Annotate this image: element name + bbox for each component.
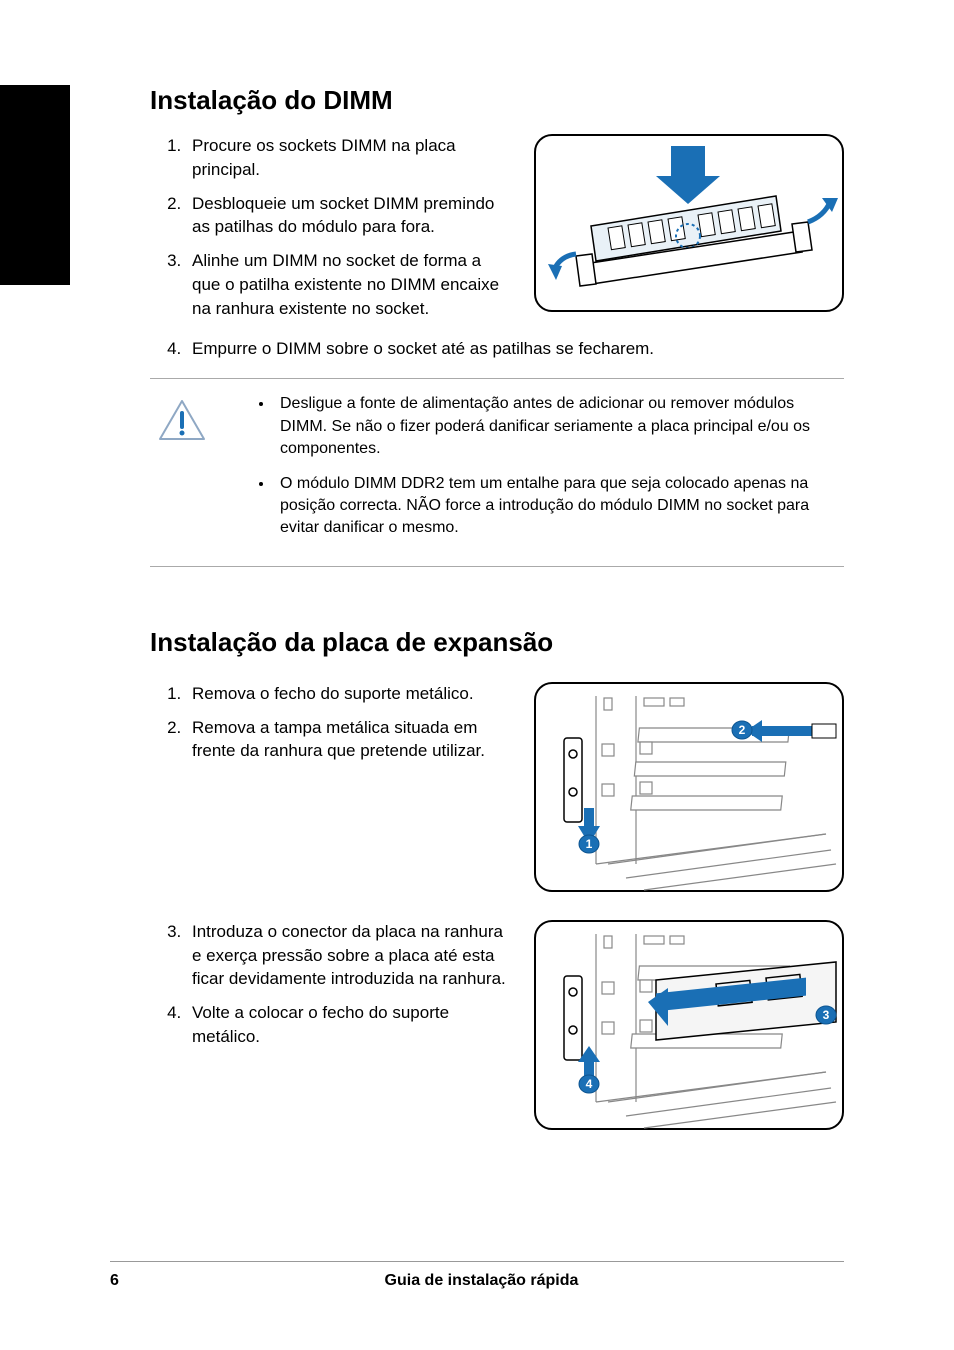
latch-left-arrow-icon bbox=[548, 254, 576, 280]
bracket-lock bbox=[564, 976, 582, 1060]
badge-1-text: 1 bbox=[586, 837, 593, 851]
slot-cover bbox=[564, 738, 582, 822]
case-panel bbox=[596, 696, 836, 890]
exp-illustration-2: 3 4 bbox=[536, 922, 846, 1132]
dimm-step-3: Alinhe um DIMM no socket de forma a que … bbox=[186, 249, 510, 320]
dimm-note-2: O módulo DIMM DDR2 tem um entalhe para q… bbox=[274, 473, 844, 540]
exp-figure-2: 3 4 bbox=[534, 920, 844, 1130]
dimm-illustration bbox=[536, 136, 846, 314]
dimm-figure bbox=[534, 134, 844, 312]
dimm-text-col: Procure os sockets DIMM na placa princip… bbox=[150, 134, 510, 331]
badge-2-text: 2 bbox=[739, 723, 746, 737]
exp-figure-1: 1 2 bbox=[534, 682, 844, 892]
heading-expansion: Instalação da placa de expansão bbox=[150, 627, 844, 658]
exp-block-2: Introduza o conector da placa na ranhura… bbox=[150, 920, 844, 1130]
page-number: 6 bbox=[110, 1272, 119, 1290]
page: Instalação do DIMM Procure os sockets DI… bbox=[0, 0, 954, 1350]
warning-icon bbox=[158, 399, 206, 448]
badge-4-text: 4 bbox=[586, 1077, 593, 1091]
exp-text-col-2: Introduza o conector da placa na ranhura… bbox=[150, 920, 510, 1059]
page-footer: 6 Guia de instalação rápida bbox=[110, 1261, 844, 1290]
exp-illustration-1: 1 2 bbox=[536, 684, 846, 894]
arrow-down-icon bbox=[656, 146, 720, 204]
dimm-note-list: Desligue a fonte de alimentação antes de… bbox=[224, 393, 844, 551]
footer-title: Guia de instalação rápida bbox=[119, 1272, 844, 1290]
dimm-note-1: Desligue a fonte de alimentação antes de… bbox=[274, 393, 844, 460]
dimm-block-top: Procure os sockets DIMM na placa princip… bbox=[150, 134, 844, 331]
exp-step-3: Introduza o conector da placa na ranhura… bbox=[186, 920, 510, 991]
exp-block-1: Remova o fecho do suporte metálico. Remo… bbox=[150, 682, 844, 892]
dimm-step-2: Desbloqueie um socket DIMM premindo as p… bbox=[186, 192, 510, 240]
heading-dimm: Instalação do DIMM bbox=[150, 85, 844, 116]
exp-steps-b: Introduza o conector da placa na ranhura… bbox=[150, 920, 510, 1049]
exp-text-col-1: Remova o fecho do suporte metálico. Remo… bbox=[150, 682, 510, 773]
badge-3-text: 3 bbox=[823, 1008, 830, 1022]
dimm-step-4: Empurre o DIMM sobre o socket até as pat… bbox=[186, 337, 844, 361]
latch-right-arrow-icon bbox=[808, 198, 838, 222]
exp-steps-a: Remova o fecho do suporte metálico. Remo… bbox=[150, 682, 510, 763]
dimm-steps-a: Procure os sockets DIMM na placa princip… bbox=[150, 134, 510, 321]
exp-step-4: Volte a colocar o fecho do suporte metál… bbox=[186, 1001, 510, 1049]
dimm-steps-b: Empurre o DIMM sobre o socket até as pat… bbox=[150, 337, 844, 361]
arrow-remove-cover-icon bbox=[746, 720, 836, 742]
side-black-tab bbox=[0, 85, 70, 285]
exp-step-1: Remova o fecho do suporte metálico. bbox=[186, 682, 510, 706]
exp-step-2: Remova a tampa metálica situada em frent… bbox=[186, 716, 510, 764]
dimm-step-1: Procure os sockets DIMM na placa princip… bbox=[186, 134, 510, 182]
dimm-note-box: Desligue a fonte de alimentação antes de… bbox=[150, 378, 844, 566]
